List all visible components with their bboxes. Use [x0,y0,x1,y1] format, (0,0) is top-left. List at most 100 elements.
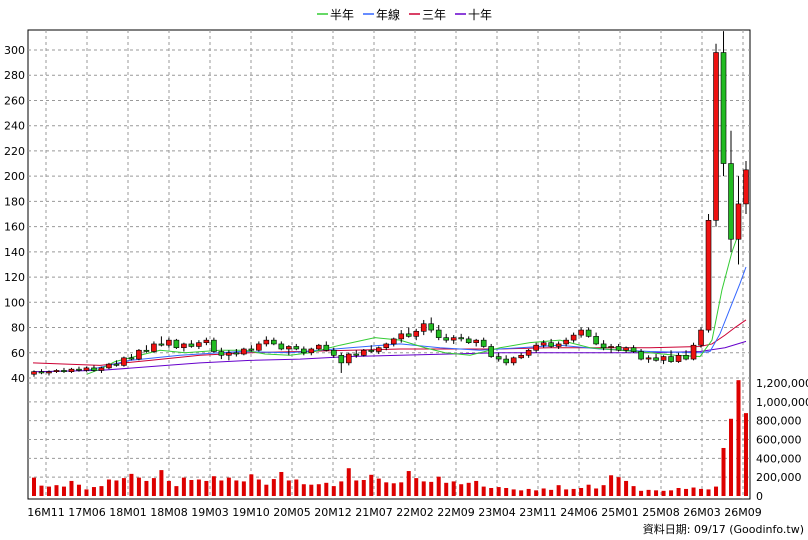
volume-bar [571,488,576,496]
volume-bar [376,478,381,496]
candle-body [113,363,120,366]
candle-body [660,356,667,361]
legend-label-ten-year: 十年 [468,8,492,22]
x-tick-label: 21M07 [355,506,393,519]
volume-bar [481,486,486,496]
volume-bar [549,489,554,496]
candle-body [256,343,262,351]
candle-body [495,356,502,360]
candle-body [435,329,442,338]
x-tick-label: 23M04 [478,506,516,519]
volume-bar [451,481,456,496]
candle-body [413,331,420,337]
candle-body [353,353,360,356]
candle-body [53,370,60,372]
candle-body [181,343,187,349]
volume-bar [526,488,531,496]
candle-body [278,343,285,350]
candle-body [203,339,210,343]
volume-bar [444,482,449,496]
volume-bar [241,481,246,496]
volume-bar [309,484,314,496]
candle-body [390,338,397,345]
candlesticks [31,31,749,377]
candle-body [428,323,435,331]
candle-body [248,348,255,351]
volume-bar [736,380,741,496]
candle-body [675,354,682,362]
volume-bar [459,484,464,496]
volume-bar [646,489,651,496]
candle-body [188,343,195,347]
volume-bar [54,485,59,496]
price-tick-label: 60 [11,347,25,360]
x-tick-label: 22M09 [437,506,475,519]
candle-body [241,348,247,355]
volume-bar [384,482,389,496]
volume-bar [414,478,419,496]
x-tick-label: 20M12 [314,506,352,519]
candle-body [683,354,689,360]
volume-bar [391,483,396,496]
candle-body [668,356,674,362]
volume-axis: 0 200,000 400,000 600,000 800,000 1,000,000 1,… [756,377,808,503]
volume-bar [136,477,141,496]
candle-body [68,368,75,372]
candle-body [263,339,270,345]
volume-bar [226,477,231,496]
volume-bar [294,479,299,496]
candle-body [151,343,157,352]
candle-body [638,351,644,360]
volume-bar [429,481,434,496]
candle-body [653,357,659,361]
volume-tick-label: 0 [756,490,763,503]
volume-bar [339,481,344,496]
candle-body [136,349,142,360]
volume-bar [174,486,179,496]
candle-body [121,357,127,366]
volume-bar [639,490,644,496]
volume-bar [114,480,119,496]
footer-note: 資料日期: 09/17 (Goodinfo.tw) [643,522,804,536]
volume-bar [511,489,516,496]
candle-body [83,367,90,371]
x-tick-label: 25M08 [642,506,680,519]
volume-bar [691,487,696,496]
candle-body [585,329,592,337]
volume-bar [151,478,156,496]
x-tick-label: 19M10 [232,506,270,519]
volume-bar [601,485,606,496]
volume-bar [121,478,126,496]
volume-bar [616,477,621,496]
price-tick-label: 300 [4,44,25,57]
candle-body [315,344,322,350]
volume-bar [144,480,149,496]
volume-bar [744,413,748,496]
volume-bar [654,490,659,496]
volume-bar [556,485,561,496]
candle-body [555,343,562,347]
candle-body [345,353,352,364]
volume-tick-label: 400,000 [756,452,802,465]
candle-body [46,371,52,374]
price-tick-label: 140 [4,246,25,259]
candle-body [308,348,315,354]
candle-body [211,339,217,352]
volume-bar [256,479,261,496]
volume-bar [714,486,719,496]
x-tick-label: 17M06 [68,506,106,519]
price-tick-label: 260 [4,94,25,107]
volume-bar [541,488,546,496]
candle-body [166,339,172,346]
candle-body [510,357,517,364]
volume-bar [249,474,254,496]
candle-body [533,344,539,351]
volume-bar [579,487,584,496]
candle-body [360,349,367,356]
candle-body [443,337,450,341]
candle-body [98,367,105,371]
volume-bar [609,475,614,496]
legend-label-year: 年線 [376,7,400,22]
candle-body [338,354,345,364]
